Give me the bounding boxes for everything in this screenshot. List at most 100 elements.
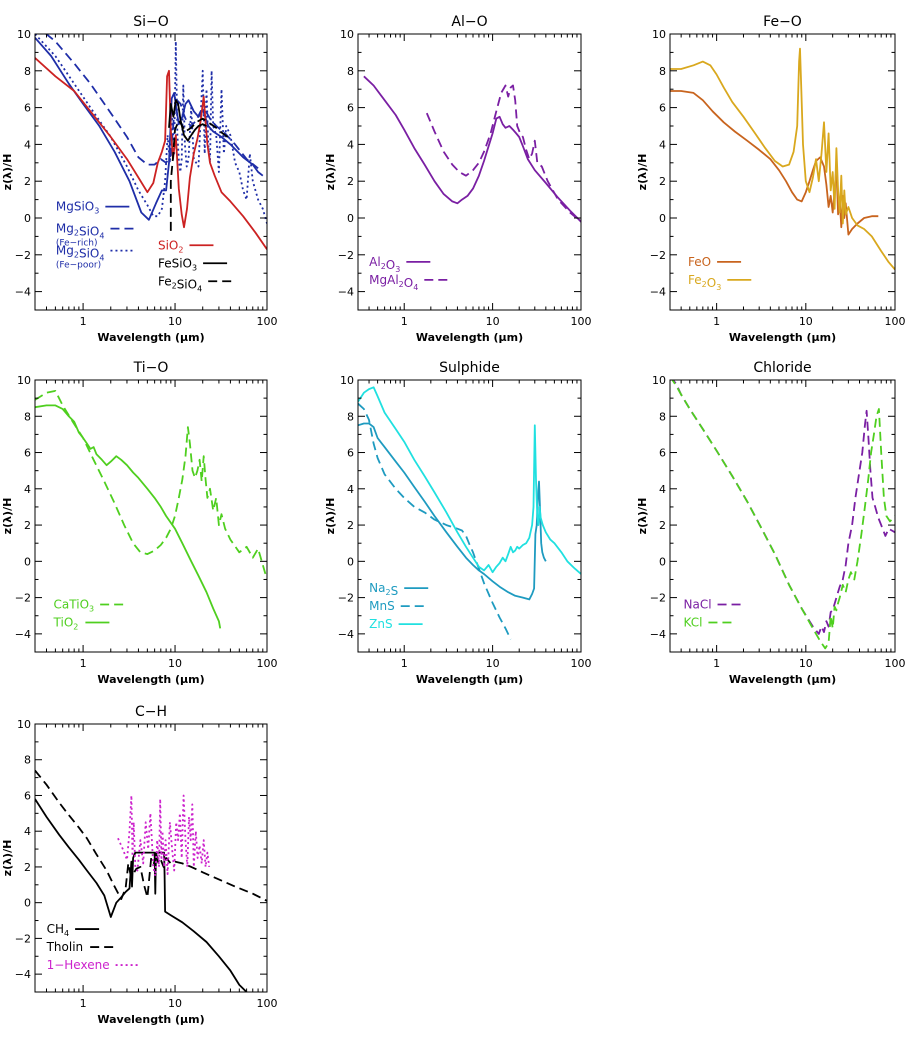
legend-item: KCl — [684, 615, 733, 629]
legend-label: ZnS — [369, 617, 392, 631]
y-tick-label: −2 — [15, 592, 31, 605]
panel-title: Si−O — [133, 14, 169, 30]
x-tick-label: 100 — [571, 657, 592, 670]
y-tick-label: 0 — [659, 212, 666, 225]
y-tick-label: 6 — [659, 447, 666, 460]
y-tick-label: 2 — [347, 519, 354, 532]
legend-item: Tholin — [46, 940, 115, 954]
legend-label: Al2O3 — [369, 255, 400, 274]
y-tick-label: −4 — [15, 968, 31, 981]
panel-4: Ti−O 1 10 100 −4 −2 0 2 4 6 8 10 Wavelength (μm) z(λ)… — [1, 360, 278, 686]
x-tick-label: 1 — [401, 315, 408, 328]
y-tick-label: 2 — [347, 175, 354, 188]
y-tick-label: −4 — [338, 286, 354, 299]
y-tick-label: 10 — [340, 28, 354, 41]
plot-frame — [357, 33, 582, 311]
y-tick-label: 0 — [24, 555, 31, 568]
panel-title: Fe−O — [763, 14, 802, 30]
legend-item: FeO — [688, 255, 742, 269]
y-tick-label: −2 — [650, 249, 666, 262]
series-line-fe2sio4 — [169, 117, 231, 231]
plot-frame — [34, 33, 268, 311]
panel-title: Chloride — [753, 360, 811, 376]
series-line-1-hexene — [117, 794, 211, 877]
legend-item: SiO2 — [158, 238, 214, 254]
x-tick-label: 10 — [799, 315, 813, 328]
y-tick-label: −4 — [650, 628, 666, 641]
series-line-al2o3 — [363, 75, 581, 223]
x-tick-label: 1 — [80, 997, 87, 1010]
y-tick-label: 8 — [24, 410, 31, 423]
x-tick-label: 100 — [257, 997, 278, 1010]
plot-frame — [357, 379, 582, 653]
legend-item: CaTiO3 — [54, 597, 125, 613]
x-axis-label: Wavelength (μm) — [97, 331, 204, 344]
series-line-mgal2o4 — [425, 84, 581, 223]
y-tick-label: 4 — [659, 483, 666, 496]
series-line-catio3 — [35, 389, 267, 580]
x-tick-label: 10 — [168, 657, 182, 670]
y-tick-label: 4 — [659, 138, 666, 151]
legend-item: Mg2SiO4(Fe−poor) — [56, 244, 135, 271]
legend-label: MnS — [369, 599, 395, 613]
panel-title: Ti−O — [133, 360, 169, 376]
legend-label: KCl — [684, 615, 703, 629]
x-tick-label: 1 — [401, 657, 408, 670]
x-tick-label: 1 — [80, 657, 87, 670]
x-axis-label: Wavelength (μm) — [97, 673, 204, 686]
y-tick-label: 10 — [340, 374, 354, 387]
x-tick-label: 1 — [713, 315, 720, 328]
legend-item: Fe2O3 — [688, 273, 752, 292]
y-tick-label: −2 — [338, 592, 354, 605]
y-tick-label: 2 — [24, 861, 31, 874]
x-tick-label: 1 — [80, 315, 87, 328]
series-line-sio2 — [35, 57, 267, 250]
y-tick-label: 4 — [24, 483, 31, 496]
y-axis-label: z(λ)/H — [324, 154, 337, 191]
y-tick-label: 2 — [24, 175, 31, 188]
x-axis-label: Wavelength (μm) — [416, 673, 523, 686]
y-axis-label: z(λ)/H — [636, 154, 649, 191]
y-tick-label: 6 — [347, 447, 354, 460]
y-tick-label: 6 — [24, 789, 31, 802]
panel-5: Sulphide 1 10 100 −4 −2 0 2 4 6 8 10 Wavelength (μm)… — [324, 360, 592, 686]
y-tick-label: 10 — [17, 28, 31, 41]
y-tick-label: 10 — [17, 718, 31, 731]
legend-label: NaCl — [684, 597, 712, 611]
series-line-fesio3 — [168, 99, 207, 142]
panel-3: Fe−O 1 10 100 −4 −2 0 2 4 6 8 10 Wavelength (μm) z(λ)… — [636, 14, 906, 344]
y-tick-label: −2 — [15, 932, 31, 945]
panel-2: Al−O 1 10 100 −4 −2 0 2 4 6 8 10 Wavelength (μm) z(λ)… — [324, 14, 592, 344]
y-axis-label: z(λ)/H — [324, 498, 337, 535]
legend-label: TiO2 — [53, 615, 79, 631]
legend-label: Mg2SiO4 — [56, 222, 105, 241]
legend-note: (Fe−rich) — [56, 239, 98, 249]
legend-label: MgAl2O4 — [369, 273, 418, 292]
y-tick-label: 0 — [24, 212, 31, 225]
legend-item: FeSiO3 — [158, 256, 228, 272]
plot-frame — [669, 379, 896, 653]
x-tick-label: 10 — [168, 315, 182, 328]
series-line-fe2o3 — [670, 47, 895, 271]
y-tick-label: 6 — [347, 102, 354, 115]
legend-label: SiO2 — [158, 238, 184, 254]
series-line-na2s — [358, 422, 547, 601]
legend-label: Tholin — [46, 940, 84, 954]
y-tick-label: 8 — [24, 65, 31, 78]
legend-label: Fe2SiO4 — [158, 274, 202, 293]
y-tick-label: 2 — [659, 519, 666, 532]
series-line-zns — [358, 386, 581, 575]
y-tick-label: 6 — [24, 102, 31, 115]
legend-label: CaTiO3 — [54, 597, 95, 613]
x-tick-label: 100 — [885, 315, 906, 328]
panel-title: Al−O — [451, 14, 487, 30]
legend-label: CH4 — [47, 922, 70, 938]
series-line-tholin — [35, 769, 267, 902]
x-tick-label: 100 — [885, 657, 906, 670]
y-tick-label: 10 — [652, 374, 666, 387]
series-line-ch4 — [35, 798, 248, 992]
legend-item: TiO2 — [53, 615, 110, 631]
y-tick-label: 8 — [347, 410, 354, 423]
y-tick-label: 8 — [24, 754, 31, 767]
series-line-nacl — [671, 380, 895, 635]
